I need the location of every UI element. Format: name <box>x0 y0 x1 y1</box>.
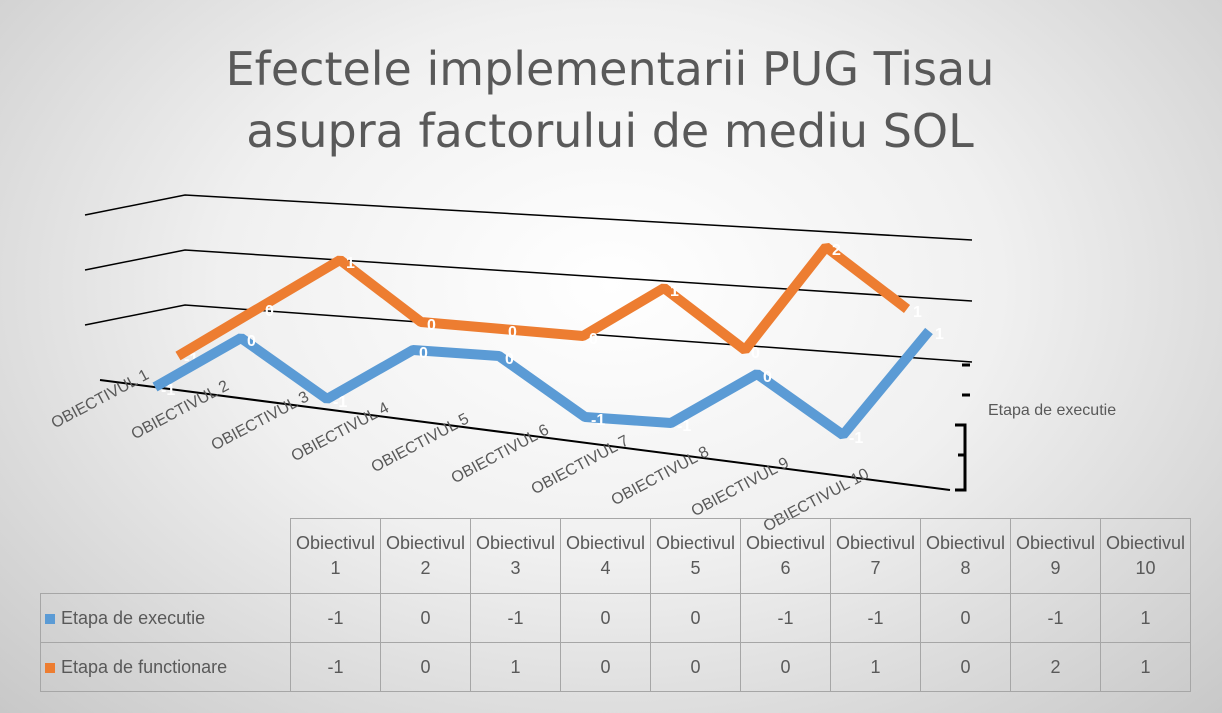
x-tick-label: OBIECTIVUL 5 <box>369 410 472 476</box>
data-label: 0 <box>505 351 514 368</box>
table-value: 2 <box>1010 642 1101 692</box>
legend-label: Etapa de executie <box>61 607 206 628</box>
grid-line <box>84 304 973 363</box>
data-table: Obiectivul 1 Obiectivul 2 Obiectivul 3 Obie… <box>40 518 1191 692</box>
table-value: 0 <box>920 593 1011 643</box>
table-value: 1 <box>830 642 921 692</box>
table-value: 0 <box>920 642 1011 692</box>
legend-swatch <box>45 662 55 673</box>
table-series: Etapa de executie <box>40 593 291 643</box>
x-tick-label: OBIECTIVUL 9 <box>689 454 792 520</box>
data-label: 0 <box>427 317 436 334</box>
data-label: 1 <box>935 326 944 343</box>
data-label: 1 <box>670 283 679 300</box>
chart-title: Efectele implementarii PUG Tisau asupra … <box>225 42 995 158</box>
data-label: 0 <box>589 331 598 348</box>
table-category: Obiectivul 8 <box>920 518 1011 594</box>
x-tick-label: OBIECTIVUL 1 <box>49 366 152 432</box>
legend-label: Etapa de functionare <box>61 656 228 677</box>
table-value: 0 <box>740 642 831 692</box>
table-category: Obiectivul 10 <box>1100 518 1191 594</box>
table-series: Etapa de functionare <box>40 642 291 692</box>
table-value: 1 <box>1100 642 1191 692</box>
data-label: 1 <box>346 255 355 272</box>
table-value: 1 <box>1100 593 1191 643</box>
table-row: Etapa de functionare -1 0 1 0 0 0 1 0 2 1 <box>40 642 1191 692</box>
floor-edge <box>99 379 951 491</box>
table-category: Obiectivul 7 <box>830 518 921 594</box>
x-tick-label: OBIECTIVUL 2 <box>129 377 232 443</box>
data-label: 0 <box>508 324 517 341</box>
table-category: Obiectivul 2 <box>380 518 471 594</box>
data-label: 0 <box>419 345 428 362</box>
data-label: 2 <box>832 242 841 259</box>
table-category: Obiectivul 9 <box>1010 518 1101 594</box>
table-value: -1 <box>470 593 561 643</box>
data-label: 0 <box>247 333 256 350</box>
table-category: Obiectivul 4 <box>560 518 651 594</box>
table-value: 0 <box>380 593 471 643</box>
data-label: 0 <box>751 345 760 362</box>
series-line <box>175 243 911 361</box>
legend-swatch <box>45 613 55 624</box>
table-value: 0 <box>560 593 651 643</box>
table-value: -1 <box>1010 593 1101 643</box>
table-category: Obiectivul 6 <box>740 518 831 594</box>
table-value: -1 <box>290 593 381 643</box>
table-header: Obiectivul 1 Obiectivul 2 Obiectivul 3 Obie… <box>41 518 1191 594</box>
table-value: 0 <box>560 642 651 692</box>
grid-line <box>84 249 973 302</box>
data-label: 0 <box>763 369 772 386</box>
x-tick-label: OBIECTIVUL 3 <box>209 388 312 454</box>
table-value: 0 <box>650 593 741 643</box>
table-category: Obiectivul 3 <box>470 518 561 594</box>
data-label: -1 <box>591 412 605 429</box>
table-value: -1 <box>830 593 921 643</box>
data-label: 0 <box>265 303 274 320</box>
series-line <box>152 327 933 440</box>
data-label: -1 <box>677 418 691 435</box>
table-value: -1 <box>290 642 381 692</box>
depth-label: Etapa de executie <box>988 402 1116 419</box>
table-value: -1 <box>740 593 831 643</box>
table-corner <box>41 519 291 594</box>
table-value: 0 <box>380 642 471 692</box>
data-label: 1 <box>913 304 922 321</box>
data-label: -1 <box>161 382 175 399</box>
grid-line <box>84 194 973 241</box>
table-row: Etapa de executie -1 0 -1 0 0 -1 -1 0 -1 1 <box>40 593 1191 643</box>
table-value: 1 <box>470 642 561 692</box>
depth-axis <box>955 363 970 492</box>
table-category: Obiectivul 5 <box>650 518 741 594</box>
data-label: -1 <box>333 394 347 411</box>
table-category: Obiectivul 1 <box>290 518 381 594</box>
data-label: -1 <box>849 430 863 447</box>
table-value: 0 <box>650 642 741 692</box>
